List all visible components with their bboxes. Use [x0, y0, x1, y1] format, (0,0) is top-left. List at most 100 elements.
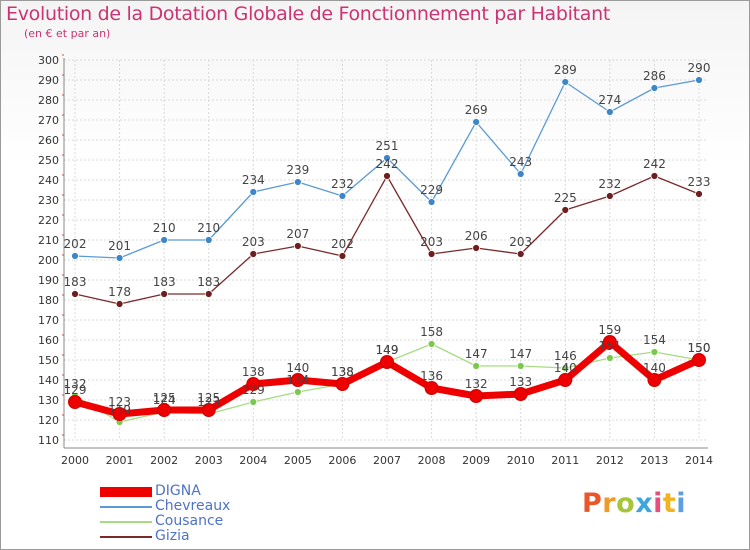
legend-swatch	[100, 536, 152, 538]
proxiti-logo: Proxiti	[582, 488, 686, 519]
legend-item-chevreaux: Chevreaux	[100, 499, 320, 514]
data-point-digna	[602, 335, 617, 349]
data-label-cousance: 147	[465, 347, 488, 361]
data-point-chevreaux	[160, 236, 169, 244]
x-tick-label: 2001	[106, 454, 134, 467]
data-point-digna	[290, 373, 305, 387]
legend-label: Cousance	[155, 513, 224, 529]
data-point-cousance	[249, 398, 258, 406]
data-label-gizia: 202	[331, 237, 354, 251]
data-label-digna: 140	[286, 361, 309, 375]
data-point-digna	[692, 353, 706, 367]
data-point-chevreaux	[115, 254, 124, 262]
y-tick-label: 250	[38, 154, 59, 167]
logo-letter: o	[616, 488, 636, 519]
data-label-gizia: 203	[420, 235, 443, 249]
data-label-digna: 140	[554, 361, 577, 375]
y-tick-label: 240	[38, 174, 59, 187]
data-label-gizia: 183	[197, 275, 220, 289]
data-point-chevreaux	[472, 118, 481, 126]
data-point-cousance	[293, 388, 302, 396]
data-label-gizia: 178	[108, 285, 131, 299]
x-tick-label: 2003	[195, 454, 223, 467]
data-point-gizia	[249, 250, 258, 258]
x-tick-label: 2002	[150, 454, 178, 467]
data-label-digna: 123	[108, 395, 131, 409]
data-point-digna	[469, 389, 484, 403]
data-label-chevreaux: 210	[197, 221, 220, 235]
data-label-chevreaux: 239	[286, 163, 309, 177]
data-point-digna	[424, 381, 439, 395]
data-label-chevreaux: 290	[688, 61, 711, 75]
data-point-chevreaux	[561, 78, 570, 86]
x-tick-label: 2006	[328, 454, 356, 467]
data-label-gizia: 183	[153, 275, 176, 289]
data-point-digna	[513, 387, 528, 401]
data-point-digna	[201, 403, 216, 417]
x-tick-label: 2007	[373, 454, 401, 467]
data-label-cousance: 149	[376, 343, 399, 357]
data-point-digna	[558, 373, 573, 387]
data-label-cousance: 150	[688, 341, 711, 355]
logo-letter: t	[662, 488, 677, 519]
data-label-chevreaux: 210	[153, 221, 176, 235]
data-point-gizia	[650, 172, 659, 180]
data-label-chevreaux: 269	[465, 103, 488, 117]
data-label-digna: 132	[465, 377, 488, 391]
y-tick-label: 270	[38, 114, 59, 127]
data-label-digna: 136	[420, 369, 443, 383]
data-point-digna	[157, 403, 172, 417]
y-tick-label: 150	[38, 354, 59, 367]
data-point-chevreaux	[293, 178, 302, 186]
data-label-cousance: 134	[286, 373, 309, 387]
logo-letter: x	[635, 488, 654, 519]
y-tick-label: 160	[38, 334, 59, 347]
data-point-cousance	[650, 348, 659, 356]
data-point-digna	[112, 407, 127, 421]
data-label-digna: 149	[376, 343, 399, 357]
legend-label: Chevreaux	[155, 498, 231, 514]
data-label-chevreaux: 286	[643, 69, 666, 83]
y-tick-label: 120	[38, 414, 59, 427]
data-label-cousance: 146	[554, 349, 577, 363]
x-tick-label: 2008	[418, 454, 446, 467]
data-label-gizia: 233	[688, 175, 711, 189]
data-point-gizia	[427, 250, 436, 258]
data-label-cousance: 132	[64, 377, 87, 391]
legend-label: DIGNA	[155, 483, 201, 499]
data-point-digna	[246, 377, 261, 391]
legend-swatch	[100, 506, 152, 508]
data-label-chevreaux: 201	[108, 239, 131, 253]
logo-letter: i	[676, 488, 687, 519]
data-label-chevreaux: 232	[331, 177, 354, 191]
y-tick-label: 290	[38, 74, 59, 87]
data-label-cousance: 154	[643, 333, 666, 347]
legend-swatch	[100, 521, 152, 523]
y-tick-label: 200	[38, 254, 59, 267]
data-point-chevreaux	[383, 154, 391, 162]
data-label-chevreaux: 243	[509, 155, 532, 169]
data-point-gizia	[71, 290, 79, 298]
legend-item-digna: DIGNA	[100, 484, 320, 499]
data-label-chevreaux: 234	[242, 173, 265, 187]
y-tick-label: 140	[38, 374, 59, 387]
logo-letter: r	[602, 488, 617, 519]
data-label-digna: 129	[64, 383, 87, 397]
data-label-gizia: 206	[465, 229, 488, 243]
data-point-cousance	[427, 340, 436, 348]
data-point-chevreaux	[516, 170, 525, 178]
data-point-cousance	[472, 362, 481, 370]
data-label-chevreaux: 289	[554, 63, 577, 77]
data-point-gizia	[115, 300, 124, 308]
x-tick-label: 2011	[551, 454, 579, 467]
data-point-gizia	[383, 172, 391, 180]
data-point-digna	[68, 395, 82, 409]
data-point-chevreaux	[338, 192, 347, 200]
data-label-cousance: 158	[420, 325, 443, 339]
data-label-gizia: 203	[242, 235, 265, 249]
y-tick-label: 190	[38, 274, 59, 287]
data-label-cousance: 119	[108, 403, 131, 417]
data-point-digna	[647, 373, 662, 387]
